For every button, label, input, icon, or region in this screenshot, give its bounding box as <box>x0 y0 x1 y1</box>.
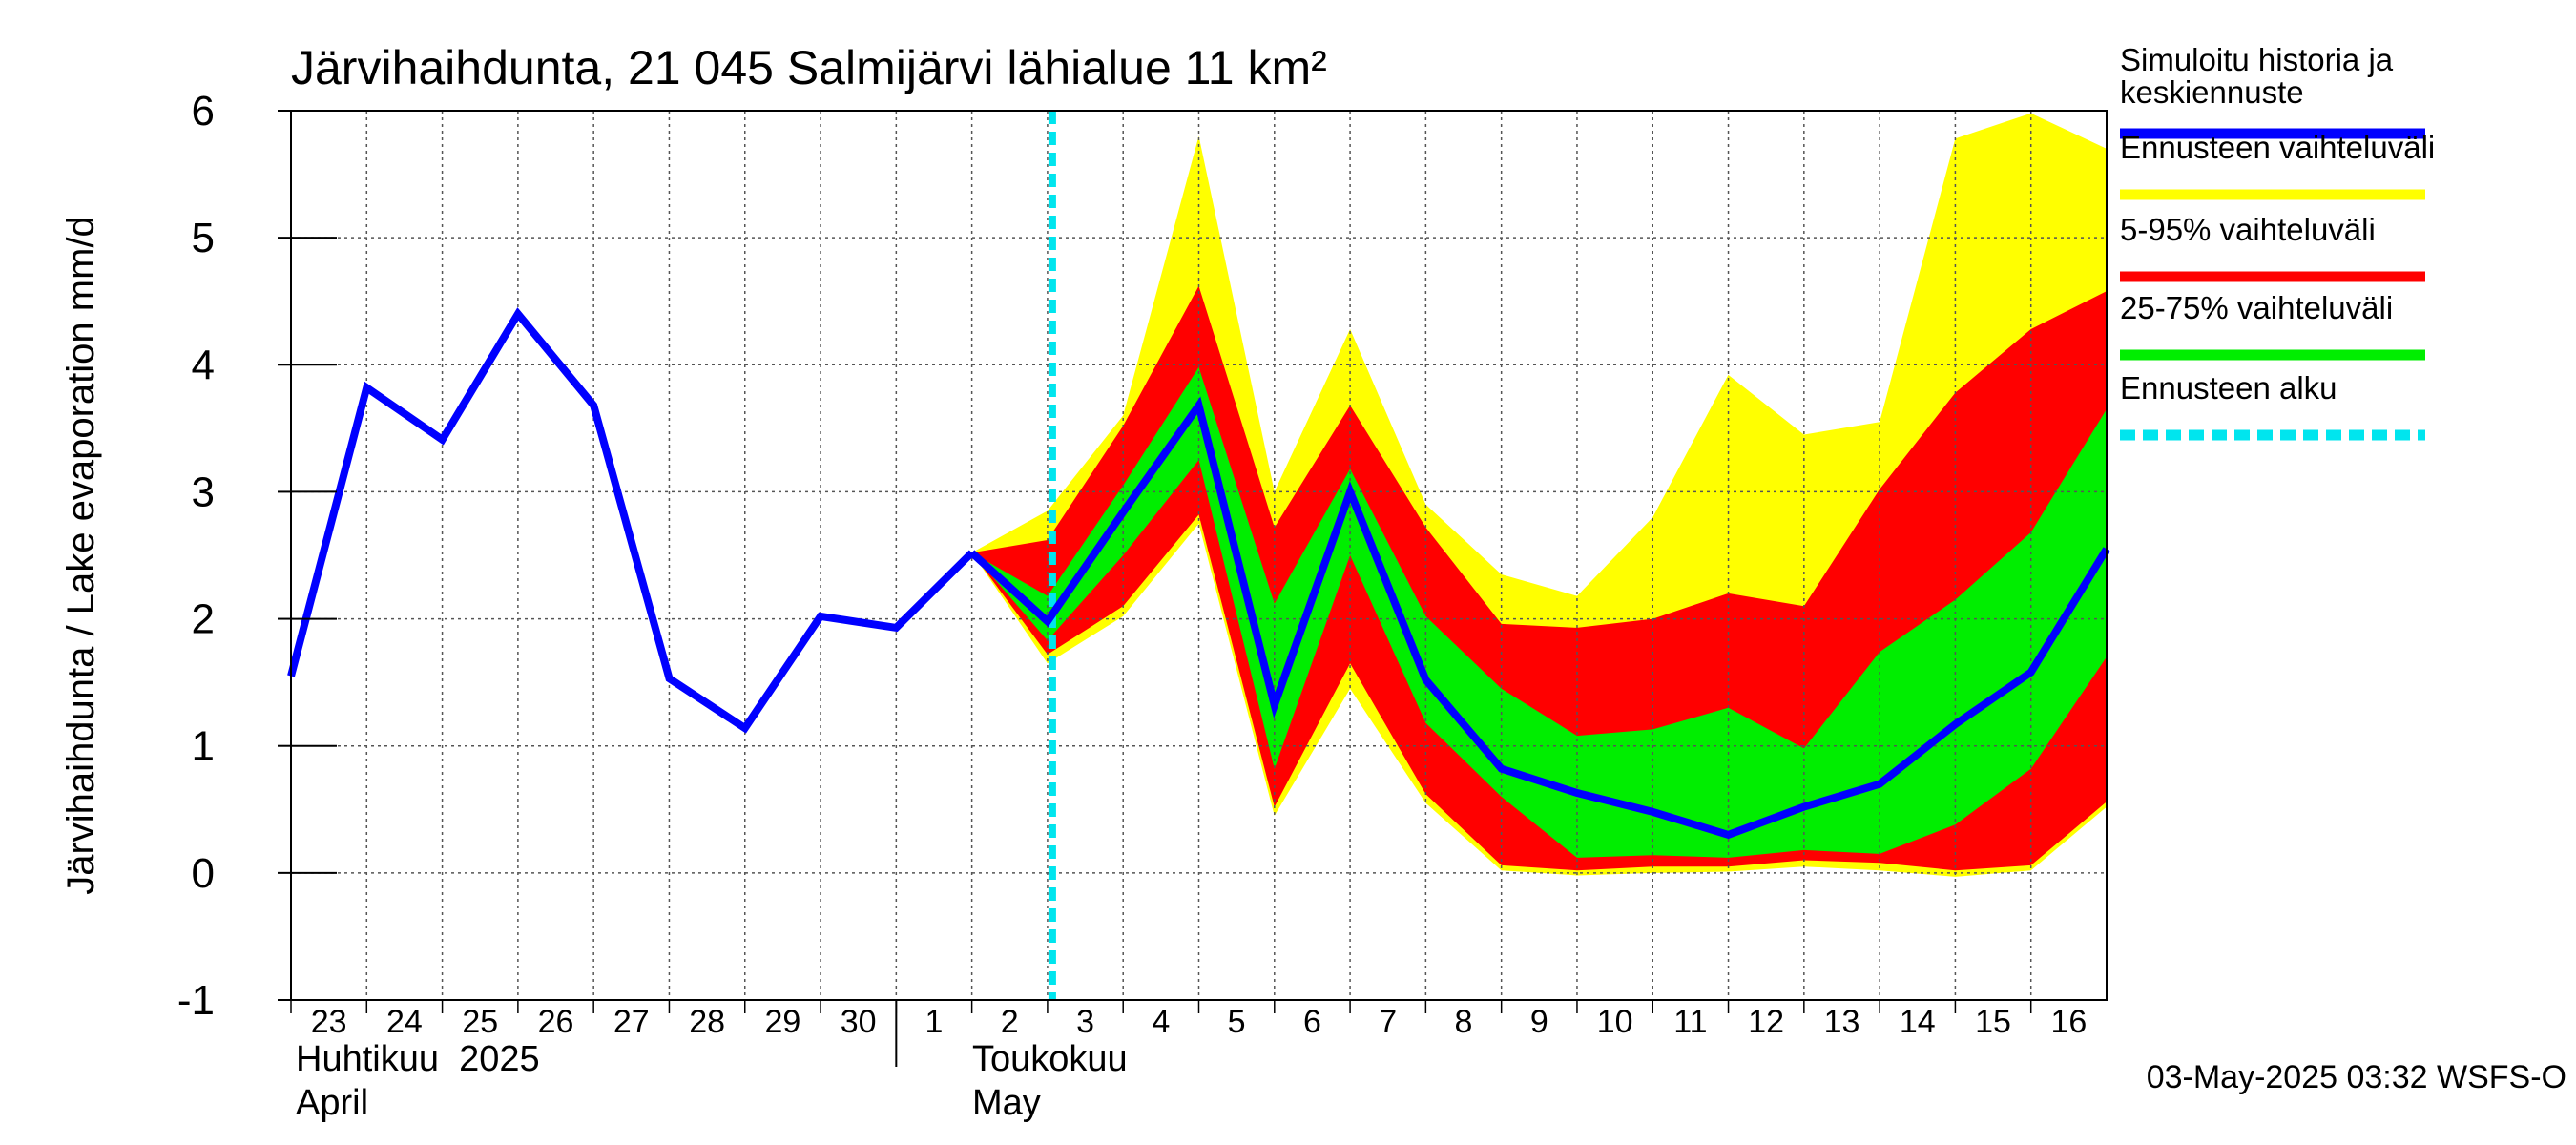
x-tick-label: 25 <box>462 1004 498 1040</box>
x-tick-label: 27 <box>613 1004 650 1040</box>
x-tick-label: 5 <box>1228 1004 1246 1040</box>
x-tick-label: 13 <box>1824 1004 1860 1040</box>
x-tick-label: 10 <box>1597 1004 1633 1040</box>
plot-area <box>287 110 2110 1001</box>
y-tick-label: 3 <box>192 468 215 515</box>
legend-label: keskiennuste <box>2120 74 2304 110</box>
y-tick-label: 4 <box>192 342 215 388</box>
month-label-april-en: April <box>296 1083 368 1123</box>
x-tick-label: 29 <box>764 1004 800 1040</box>
y-tick-label: 5 <box>192 215 215 261</box>
x-tick-label: 11 <box>1673 1004 1707 1040</box>
x-tick-label: 8 <box>1455 1004 1473 1040</box>
month-label-may-en: May <box>972 1083 1041 1123</box>
month-label-april-fi: Huhtikuu 2025 <box>296 1039 540 1079</box>
x-tick-label: 12 <box>1748 1004 1784 1040</box>
y-axis-label: Järvihaihdunta / Lake evaporation mm/d <box>60 216 102 895</box>
x-tick-label: 14 <box>1900 1004 1936 1040</box>
y-tick-label: 0 <box>192 850 215 897</box>
x-axis: 23 24 25 26 27 28 29 30 1 2 3 4 5 6 7 8 9 10 11 12 13 14 15 16 <box>290 1000 2087 1067</box>
median-forecast-line <box>968 396 2110 840</box>
x-tick-label: 1 <box>925 1004 944 1040</box>
series-lines <box>287 111 2110 1000</box>
x-tick-label: 6 <box>1303 1004 1321 1040</box>
x-tick-label: 2 <box>1001 1004 1019 1040</box>
y-tick-label: 1 <box>192 723 215 770</box>
chart-title: Järvihaihdunta, 21 045 Salmijärvi lähial… <box>291 41 1327 94</box>
legend-label: 5-95% vaihteluväli <box>2120 212 2376 247</box>
x-tick-label: 9 <box>1530 1004 1548 1040</box>
x-tick-label: 3 <box>1076 1004 1094 1040</box>
forecast-bands <box>971 113 2107 877</box>
month-label-may-fi: Toukokuu <box>972 1039 1128 1079</box>
x-tick-label: 30 <box>841 1004 877 1040</box>
y-tick-label: 6 <box>192 88 215 135</box>
x-tick-label: 24 <box>386 1004 423 1040</box>
y-tick-label: 2 <box>192 596 215 643</box>
grid-lines <box>291 111 2107 1000</box>
month-labels: Huhtikuu 2025 April Toukokuu May <box>296 1039 1128 1123</box>
legend-label: 25-75% vaihteluväli <box>2120 290 2393 325</box>
y-tick-label: -1 <box>177 977 215 1024</box>
legend-label: Ennusteen alku <box>2120 370 2337 406</box>
x-tick-label: 16 <box>2050 1004 2087 1040</box>
x-tick-label: 23 <box>311 1004 347 1040</box>
x-tick-label: 15 <box>1975 1004 2011 1040</box>
legend-label: Ennusteen vaihteluväli <box>2120 130 2435 165</box>
footer-timestamp: 03-May-2025 03:32 WSFS-O <box>2147 1059 2566 1095</box>
x-tick-label: 26 <box>538 1004 574 1040</box>
band-25-75 <box>971 366 2107 858</box>
x-tick-label: 7 <box>1379 1004 1397 1040</box>
legend-label: Simuloitu historia ja <box>2120 42 2394 77</box>
history-line <box>287 307 975 734</box>
x-tick-label: 28 <box>689 1004 725 1040</box>
x-tick-label: 4 <box>1152 1004 1170 1040</box>
y-axis: 6 5 4 3 2 1 0 -1 <box>177 88 337 1024</box>
